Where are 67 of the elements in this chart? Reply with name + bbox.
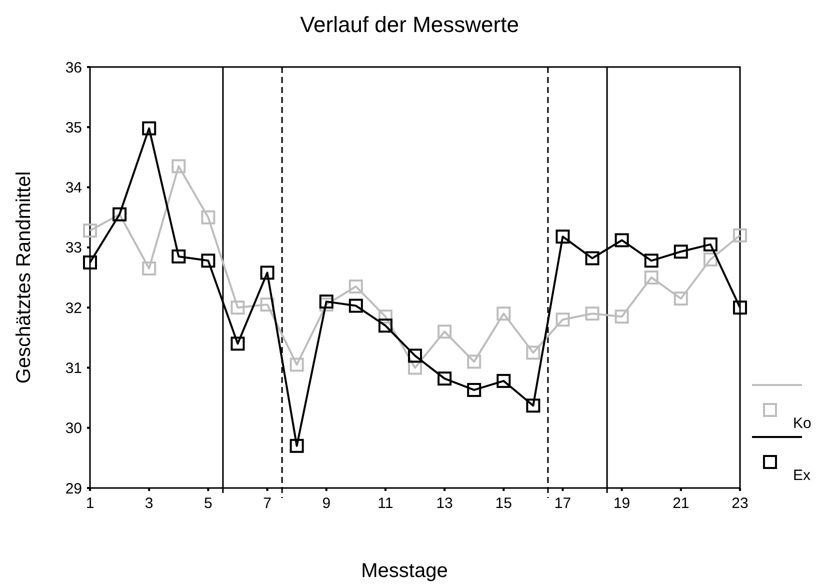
x-tick-label: 11 [378,495,394,512]
y-tick-label: 33 [65,240,82,257]
point [467,382,482,397]
y-tick-label: 32 [65,300,82,317]
point [496,374,511,388]
point [438,372,452,386]
point [172,249,186,264]
point [201,254,216,268]
y-tick-label: 31 [65,360,82,377]
x-tick-label: 13 [436,495,453,512]
point [496,306,511,321]
point [585,251,600,266]
point [142,121,156,136]
y-tick-label: 36 [65,59,82,76]
y-tick-label: 34 [65,180,82,197]
point [733,300,747,315]
point [290,438,304,453]
point [614,310,629,324]
point [556,230,570,244]
x-tick-label: 15 [495,495,512,512]
point [733,228,747,242]
x-tick-label: 17 [554,495,572,512]
point [674,292,688,306]
chart-title: Verlauf der Messwerte [300,12,519,37]
point [674,244,688,259]
x-tick-label: 1 [86,495,94,512]
point [83,255,97,270]
point [230,300,245,315]
x-tick-label: 3 [144,495,154,512]
point [348,280,363,294]
point [585,306,600,321]
point [172,159,186,174]
point [467,354,482,369]
x-tick-label: 23 [732,495,748,512]
point [319,294,334,309]
point [83,224,97,238]
point [378,310,392,324]
point [703,252,718,266]
point [260,266,274,280]
point [644,270,658,284]
point [378,318,392,333]
x-tick-label: 21 [672,495,690,512]
y-tick-label: 35 [65,119,82,136]
point [408,348,422,363]
x-tick-label: 9 [322,495,331,512]
point [438,324,452,339]
x-tick-label: 5 [204,495,212,512]
point [201,210,216,224]
point [614,233,629,248]
y-axis-title: Geschätztes Randmittel [13,171,35,384]
x-axis-title: Messtage [361,560,448,582]
point [290,358,304,372]
point [526,346,540,360]
x-tick-label: 7 [263,495,272,512]
y-tick-label: 30 [65,420,82,438]
text: Ex [793,467,812,484]
point [260,298,274,312]
point [644,254,658,268]
point [703,237,718,252]
point [142,261,156,276]
point [230,336,245,351]
point [556,312,570,327]
y-tick-label: 29 [65,480,82,498]
x-tick-label: 19 [613,495,630,512]
text: Ko [793,415,812,432]
point [526,398,540,413]
point [348,298,363,313]
